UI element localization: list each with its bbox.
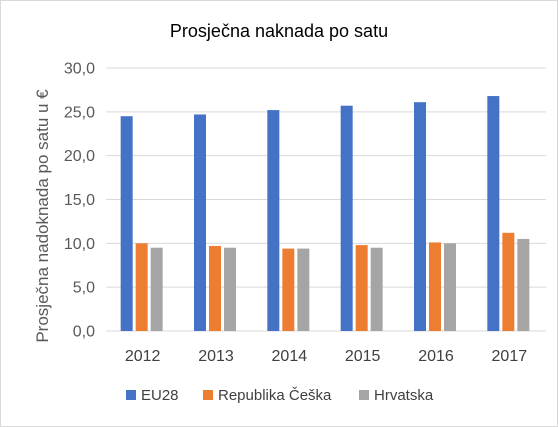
bar-hrvatska xyxy=(150,247,163,331)
bar-eu28 xyxy=(340,105,353,332)
y-tick-label: 15,0 xyxy=(64,192,95,209)
legend-swatch xyxy=(203,390,213,400)
y-tick-label: 10,0 xyxy=(64,236,95,253)
bar-hrvatska xyxy=(224,247,236,331)
bar-republika-češka xyxy=(282,248,295,331)
x-tick-label: 2017 xyxy=(492,348,528,365)
bar-republika-češka xyxy=(135,243,148,331)
bar-hrvatska xyxy=(517,238,530,331)
bar-hrvatska xyxy=(370,247,383,331)
legend-swatch xyxy=(126,390,136,400)
gridlines: 0,0 5,0 10,0 15,0 20,0 25,0 30,0 xyxy=(64,61,546,341)
bar-eu28 xyxy=(194,114,206,331)
x-tick-label: 2016 xyxy=(418,348,454,365)
y-tick-label: 20,0 xyxy=(64,148,95,165)
legend-label: EU28 xyxy=(141,387,179,404)
y-tick-label: 0,0 xyxy=(73,324,95,341)
chart-title: Prosječna naknada po satu xyxy=(170,21,388,41)
x-axis-ticks: 2012 2013 2014 2015 2016 2017 xyxy=(125,348,527,365)
bar-eu28 xyxy=(267,110,280,331)
bar-republika-češka xyxy=(355,245,368,331)
bar-eu28 xyxy=(487,96,500,331)
bars xyxy=(120,96,530,332)
bar-hrvatska xyxy=(444,243,456,331)
legend-swatch xyxy=(359,390,369,400)
bar-eu28 xyxy=(414,102,426,331)
y-tick-label: 25,0 xyxy=(64,104,95,121)
bar-republika-češka xyxy=(429,242,441,331)
x-tick-label: 2014 xyxy=(272,348,308,365)
x-tick-label: 2015 xyxy=(345,348,381,365)
bar-eu28 xyxy=(120,116,133,331)
y-tick-label: 5,0 xyxy=(73,280,95,297)
legend-label: Hrvatska xyxy=(374,387,434,404)
x-tick-label: 2012 xyxy=(125,348,161,365)
y-tick-label: 30,0 xyxy=(64,61,95,78)
x-tick-label: 2013 xyxy=(198,348,234,365)
legend: EU28 Republika Češka Hrvatska xyxy=(126,387,434,404)
bar-republika-češka xyxy=(209,245,221,331)
legend-label: Republika Češka xyxy=(218,387,332,404)
y-axis-label: Prosječna nadoknada po satu u € xyxy=(33,89,52,343)
bar-hrvatska xyxy=(297,248,310,331)
bar-republika-češka xyxy=(502,232,515,331)
